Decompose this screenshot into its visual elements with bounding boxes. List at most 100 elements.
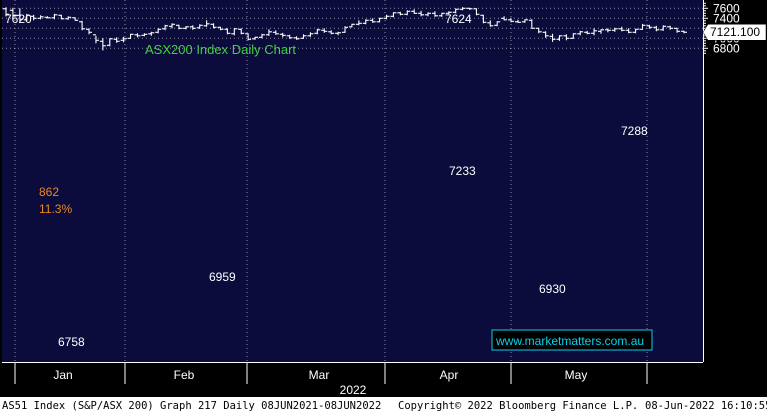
annotation-level-apr: 7233 xyxy=(449,164,476,178)
ohlc-bar xyxy=(141,33,148,37)
ohlc-bar xyxy=(44,16,51,19)
ohlc-bar xyxy=(549,33,556,42)
chart-title: ASX200 Index Daily Chart xyxy=(145,42,296,57)
ohlc-bar xyxy=(501,16,508,21)
ohlc-bar xyxy=(217,26,224,31)
ohlc-bar xyxy=(632,28,639,34)
ohlc-bar xyxy=(58,14,65,20)
ohlc-bar xyxy=(570,33,577,39)
ohlc-bar xyxy=(625,28,632,34)
last-price-marker xyxy=(702,23,767,41)
ohlc-bar xyxy=(286,34,293,39)
ohlc-bar xyxy=(660,25,667,31)
ohlc-bar xyxy=(445,11,452,15)
x-year-label: 2022 xyxy=(340,383,367,397)
ohlc-bar xyxy=(383,14,390,20)
ohlc-bar xyxy=(494,21,501,27)
watermark-text: www.marketmatters.com.au xyxy=(495,334,644,348)
annotation-low-feb: 6959 xyxy=(209,270,236,284)
ohlc-bar xyxy=(438,12,445,17)
ohlc-bar xyxy=(376,17,383,23)
ohlc-bar xyxy=(127,33,134,39)
ohlc-bar xyxy=(369,18,376,23)
ohlc-bar xyxy=(397,11,404,16)
ohlc-bar xyxy=(3,7,9,17)
ohlc-bar xyxy=(418,10,425,17)
ohlc-bar xyxy=(307,32,314,37)
ohlc-bar xyxy=(528,19,535,29)
y-tick-label: 7400 xyxy=(713,11,740,25)
footer-bar: AS51 Index (S&P/ASX 200) Graph 217 Daily… xyxy=(0,397,767,415)
footer-security-info: AS51 Index (S&P/ASX 200) Graph 217 Daily… xyxy=(2,400,382,412)
ohlc-bar xyxy=(300,34,307,39)
annotation-high-apr: 7624 xyxy=(445,12,472,26)
ohlc-bar xyxy=(604,28,611,33)
annotation-high-may: 7288 xyxy=(621,124,648,138)
ohlc-bar xyxy=(169,23,176,29)
ohlc-bar xyxy=(134,33,141,38)
ohlc-bar xyxy=(210,23,217,29)
ohlc-bar xyxy=(92,34,99,44)
ohlc-bar xyxy=(335,31,342,36)
ohlc-bar xyxy=(148,31,155,36)
ohlc-bar xyxy=(86,28,93,35)
ohlc-bar xyxy=(556,35,563,41)
ohlc-bar xyxy=(362,19,369,25)
x-tick-label: May xyxy=(565,368,588,382)
ohlc-bar xyxy=(265,29,272,36)
ohlc-bar xyxy=(203,20,210,27)
footer-timestamp: 08-Jun-2022 16:10:55 xyxy=(645,400,767,412)
ohlc-bar xyxy=(245,33,252,41)
annotation-high-jan: 7620 xyxy=(5,12,32,26)
ohlc-bar xyxy=(113,37,120,43)
ohlc-bar xyxy=(584,30,591,35)
ohlc-bar xyxy=(189,25,196,30)
ohlc-bar xyxy=(508,18,515,23)
ohlc-bar xyxy=(16,8,23,21)
ohlc-bar xyxy=(611,27,618,32)
ohlc-bar xyxy=(37,15,44,20)
ohlc-bar xyxy=(321,28,328,33)
ohlc-bar xyxy=(674,27,681,33)
ohlc-bar xyxy=(514,19,521,23)
annotation-low-jan: 6758 xyxy=(58,335,85,349)
ohlc-bar xyxy=(231,28,238,36)
ohlc-bar xyxy=(23,13,30,22)
ohlc-bar xyxy=(348,23,355,28)
ohlc-bar xyxy=(272,30,279,35)
ohlc-bar xyxy=(342,26,348,33)
ohlc-bar xyxy=(653,25,660,32)
ohlc-bar xyxy=(521,19,528,23)
ohlc-bar xyxy=(328,30,335,35)
ohlc-bar xyxy=(30,14,37,21)
watermark-box xyxy=(491,329,653,351)
annotation-drop-pct: 11.3% xyxy=(39,202,72,216)
ohlc-bar xyxy=(79,20,86,31)
ohlc-bar xyxy=(120,36,127,43)
ohlc-bar xyxy=(293,36,300,40)
ohlc-bar xyxy=(681,30,687,34)
ohlc-bar xyxy=(667,25,674,30)
ohlc-bar xyxy=(577,30,584,36)
ohlc-bar xyxy=(542,31,549,38)
ohlc-bar xyxy=(618,26,625,32)
ohlc-bar xyxy=(487,20,494,27)
ohlc-bar xyxy=(591,28,598,36)
ohlc-bar xyxy=(106,38,113,47)
y-tick-label: 6800 xyxy=(713,41,740,55)
ohlc-bar xyxy=(252,36,259,40)
ohlc-bar xyxy=(99,38,106,51)
annotation-low-may: 6930 xyxy=(539,282,566,296)
ohlc-bar xyxy=(480,14,487,24)
ohlc-bar xyxy=(425,12,432,17)
ohlc-bar xyxy=(466,7,473,10)
ohlc-bar xyxy=(175,24,182,30)
ohlc-bar xyxy=(452,8,459,14)
ohlc-bar xyxy=(431,11,438,17)
ohlc-bar xyxy=(563,34,570,41)
x-tick-label: Jan xyxy=(53,368,72,382)
ohlc-bar xyxy=(535,27,542,34)
ohlc-bar xyxy=(238,28,245,35)
ohlc-bar xyxy=(314,28,321,35)
